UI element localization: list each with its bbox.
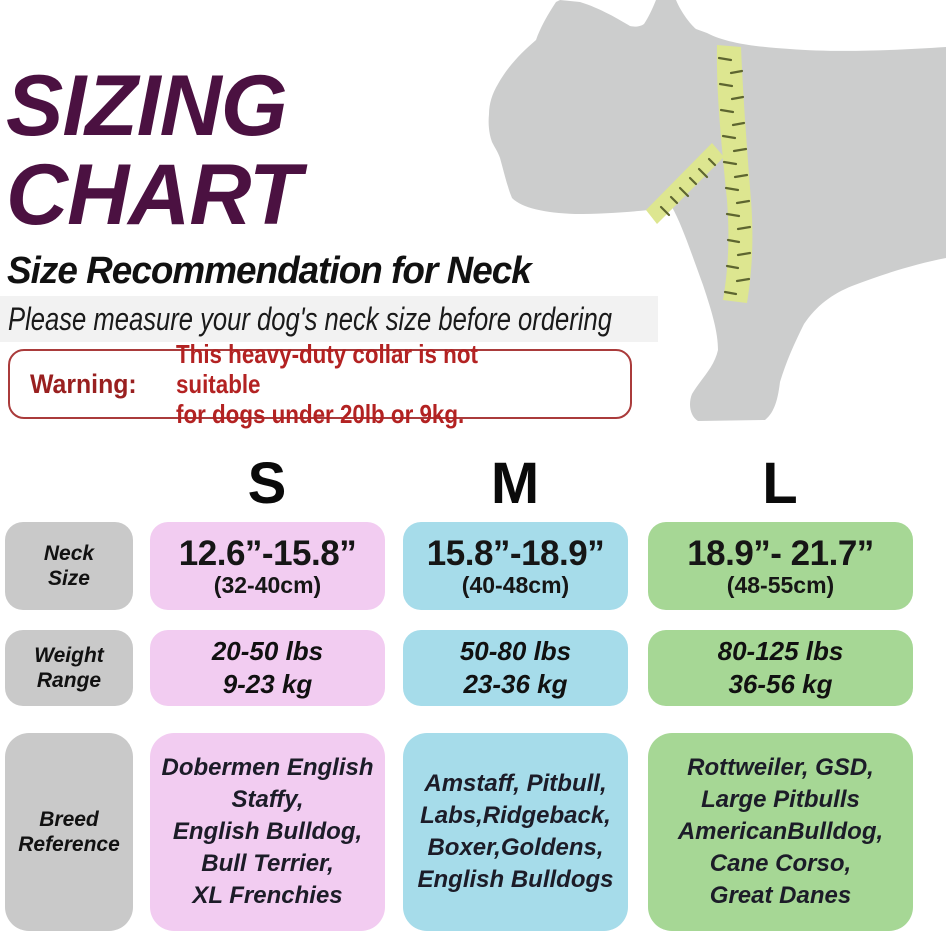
weight-range-cell-m: 50-80 lbs 23-36 kg [403,630,628,706]
weight-range-l: 80-125 lbs 36-56 kg [717,636,844,699]
warning-message: This heavy-duty collar is not suitable f… [175,339,478,429]
page-title: SIZING CHART [6,61,301,244]
breed-list-s: Dobermen English Staffy, English Bulldog… [161,754,374,909]
neck-size-cm-m: (40-48cm) [461,571,570,598]
breed-reference-cell-s: Dobermen English Staffy, English Bulldog… [150,733,385,931]
weight-range-cell-s: 20-50 lbs 9-23 kg [150,630,385,706]
breed-reference-cell-l: Rottweiler, GSD, Large Pitbulls American… [648,733,913,931]
page-title-line1: SIZING [6,58,288,154]
row-label-neck-size: Neck Size [5,522,133,610]
row-label-weight-range: Weight Range [5,630,133,706]
neck-size-cell-l: 18.9”- 21.7” (48-55cm) [648,522,913,610]
row-label-breed-reference: Breed Reference [5,733,133,931]
breed-list-m: Amstaff, Pitbull, Labs,Ridgeback, Boxer,… [417,770,614,893]
subtitle: Size Recommendation for Neck [7,250,532,292]
neck-size-inches-l: 18.9”- 21.7” [687,533,874,573]
neck-size-cell-m: 15.8”-18.9” (40-48cm) [403,522,628,610]
size-header-l: L [762,451,798,516]
neck-size-cm-s: (32-40cm) [213,571,322,598]
neck-size-inches-m: 15.8”-18.9” [426,533,605,573]
weight-range-s: 20-50 lbs 9-23 kg [211,636,324,699]
page-title-line2: CHART [6,147,301,244]
neck-size-inches-s: 12.6”-15.8” [178,533,357,573]
measuring-tape-icon [646,45,753,303]
warning-label: Warning: [30,368,137,399]
weight-range-m: 50-80 lbs 23-36 kg [459,636,572,699]
size-header-s: S [247,451,287,516]
neck-size-cm-l: (48-55cm) [726,571,835,598]
note-text: Please measure your dog's neck size befo… [8,301,612,337]
dog-silhouette-graphic [488,0,946,421]
neck-size-cell-s: 12.6”-15.8” (32-40cm) [150,522,385,610]
dog-silhouette [488,0,946,421]
note-band: Please measure your dog's neck size befo… [0,296,658,342]
weight-range-cell-l: 80-125 lbs 36-56 kg [648,630,913,706]
breed-list-l: Rottweiler, GSD, Large Pitbulls American… [677,754,884,909]
size-header-m: M [490,451,540,516]
breed-reference-cell-m: Amstaff, Pitbull, Labs,Ridgeback, Boxer,… [403,733,628,931]
warning-box: Warning: This heavy-duty collar is not s… [8,339,632,429]
